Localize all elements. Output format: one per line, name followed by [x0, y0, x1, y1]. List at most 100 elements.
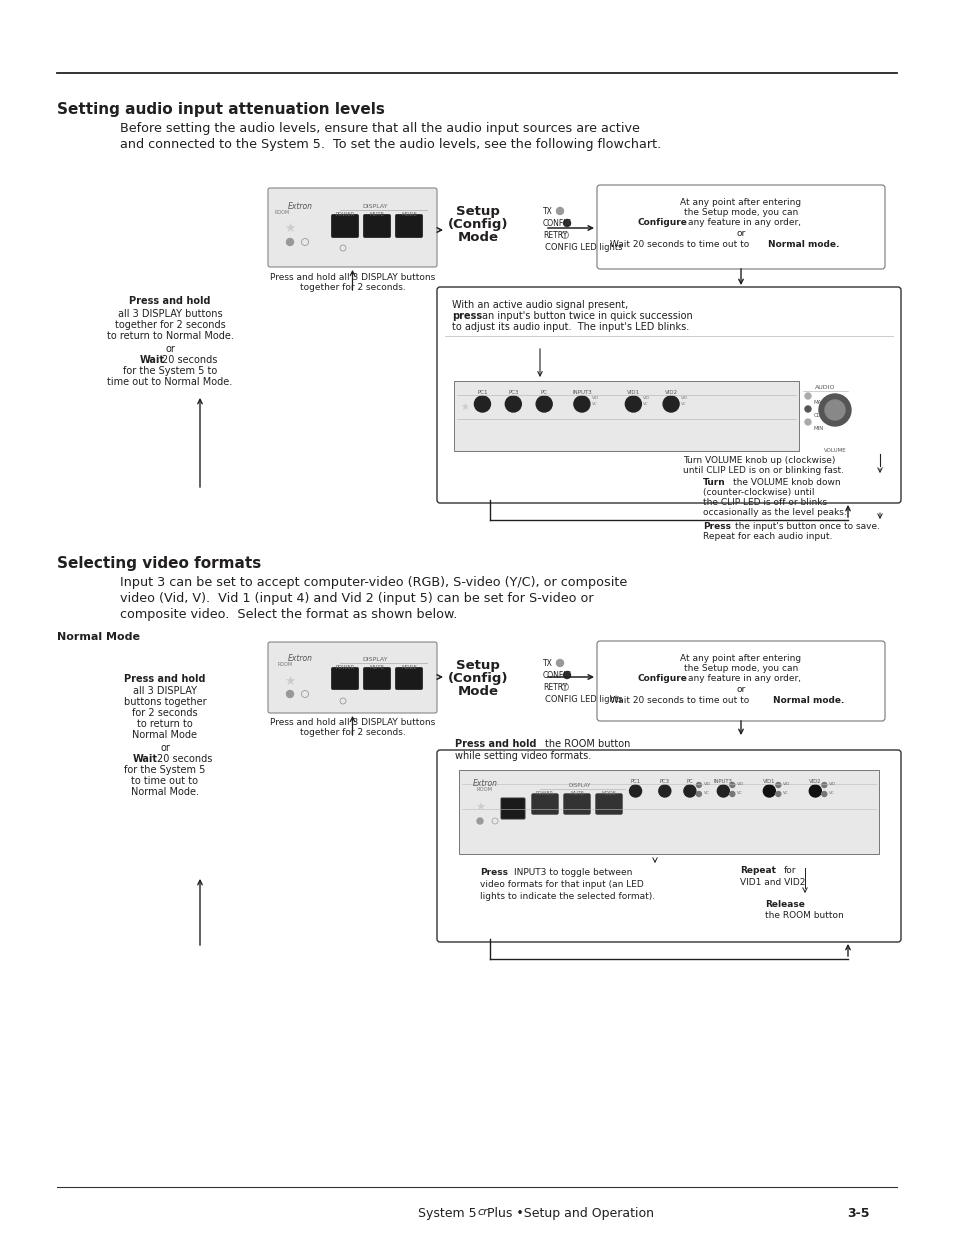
Circle shape: [729, 792, 734, 797]
Circle shape: [696, 792, 700, 797]
Text: PC: PC: [686, 779, 693, 784]
Circle shape: [683, 785, 695, 797]
Text: MUTE: MUTE: [369, 212, 384, 217]
Text: Extron: Extron: [287, 655, 313, 663]
Text: PC3: PC3: [659, 779, 669, 784]
Circle shape: [821, 783, 826, 788]
Text: Release: Release: [764, 900, 804, 909]
Circle shape: [629, 785, 640, 797]
Text: to return to: to return to: [137, 719, 193, 729]
Text: POWER: POWER: [536, 790, 554, 797]
Text: VC: VC: [737, 790, 742, 795]
Text: press: press: [452, 311, 481, 321]
FancyBboxPatch shape: [597, 185, 884, 269]
FancyBboxPatch shape: [395, 667, 422, 689]
Text: Press and hold all 3 DISPLAY buttons: Press and hold all 3 DISPLAY buttons: [270, 718, 435, 727]
Text: RETRY: RETRY: [542, 683, 567, 692]
Text: composite video.  Select the format as shown below.: composite video. Select the format as sh…: [120, 608, 456, 621]
Circle shape: [775, 783, 780, 788]
FancyBboxPatch shape: [597, 641, 884, 721]
Text: lights to indicate the selected format).: lights to indicate the selected format).: [479, 892, 655, 902]
FancyBboxPatch shape: [395, 215, 422, 237]
Text: VC: VC: [782, 790, 788, 795]
Text: With an active audio signal present,: With an active audio signal present,: [452, 300, 628, 310]
FancyBboxPatch shape: [596, 794, 621, 814]
Text: CONFIG: CONFIG: [542, 219, 572, 228]
Text: MUTE: MUTE: [369, 664, 384, 671]
Text: CONFIG LED lights: CONFIG LED lights: [544, 695, 622, 704]
Text: VID: VID: [737, 782, 743, 785]
Text: Extron: Extron: [287, 203, 313, 211]
Text: VID: VID: [703, 782, 710, 785]
Text: to return to Normal Mode.: to return to Normal Mode.: [107, 331, 233, 341]
Text: ★: ★: [460, 403, 469, 412]
FancyBboxPatch shape: [331, 667, 358, 689]
Text: 20 seconds: 20 seconds: [157, 755, 213, 764]
Circle shape: [536, 396, 552, 412]
Text: while setting video formats.: while setting video formats.: [455, 751, 591, 761]
Text: for the System 5 to: for the System 5 to: [123, 366, 217, 375]
Text: Before setting the audio levels, ensure that all the audio input sources are act: Before setting the audio levels, ensure …: [120, 122, 639, 135]
Text: VC: VC: [591, 403, 597, 406]
Text: Configure: Configure: [637, 674, 686, 683]
Circle shape: [505, 396, 520, 412]
Circle shape: [662, 396, 679, 412]
Text: ★: ★: [284, 221, 295, 235]
Text: and connected to the System 5.  To set the audio levels, see the following flowc: and connected to the System 5. To set th…: [120, 138, 660, 151]
Circle shape: [804, 406, 810, 412]
Text: (counter-clockwise) until: (counter-clockwise) until: [702, 488, 814, 496]
Circle shape: [821, 792, 826, 797]
Text: time out to Normal Mode.: time out to Normal Mode.: [108, 377, 233, 387]
Text: VID2: VID2: [808, 779, 821, 784]
Text: Wait 20 seconds to time out to: Wait 20 seconds to time out to: [609, 240, 751, 249]
Text: AUDIO: AUDIO: [814, 385, 835, 390]
Text: PC1: PC1: [476, 390, 487, 395]
Text: to adjust its audio input.  The input's LED blinks.: to adjust its audio input. The input's L…: [452, 322, 688, 332]
Circle shape: [474, 396, 490, 412]
Text: for 2 seconds: for 2 seconds: [132, 708, 197, 718]
Circle shape: [476, 818, 482, 824]
FancyBboxPatch shape: [458, 769, 878, 853]
Text: Turn: Turn: [702, 478, 725, 487]
Text: 3-5: 3-5: [846, 1207, 868, 1220]
Text: MAX: MAX: [813, 400, 825, 405]
Text: MODE: MODE: [601, 790, 616, 797]
Text: Mode: Mode: [457, 685, 498, 698]
Text: any feature in any order,: any feature in any order,: [688, 219, 801, 227]
Text: Normal Mode.: Normal Mode.: [131, 787, 199, 797]
Circle shape: [563, 220, 570, 226]
Circle shape: [804, 419, 810, 425]
Text: Repeat: Repeat: [740, 866, 775, 876]
Text: VC: VC: [642, 403, 648, 406]
Text: Plus •Setup and Operation: Plus •Setup and Operation: [482, 1207, 654, 1220]
Text: VID1: VID1: [762, 779, 775, 784]
Text: ROOM: ROOM: [277, 662, 293, 667]
Text: or: or: [736, 228, 745, 238]
Text: Configure: Configure: [637, 219, 686, 227]
Text: ROOM: ROOM: [476, 787, 493, 792]
Text: cr: cr: [476, 1207, 487, 1216]
Text: Press: Press: [702, 522, 730, 531]
FancyBboxPatch shape: [363, 667, 390, 689]
Text: until CLIP LED is on or blinking fast.: until CLIP LED is on or blinking fast.: [682, 466, 843, 475]
Circle shape: [804, 393, 810, 399]
Circle shape: [556, 659, 563, 667]
FancyBboxPatch shape: [363, 215, 390, 237]
Text: Normal Mode: Normal Mode: [132, 730, 197, 740]
Text: MIN: MIN: [813, 426, 823, 431]
Circle shape: [717, 785, 729, 797]
Text: (Config): (Config): [447, 672, 508, 685]
Text: VOLUME: VOLUME: [822, 448, 845, 453]
Text: Extron: Extron: [472, 779, 497, 788]
Text: together for 2 seconds.: together for 2 seconds.: [299, 283, 405, 291]
Text: the VOLUME knob down: the VOLUME knob down: [732, 478, 840, 487]
Text: VID: VID: [591, 396, 598, 400]
Text: for the System 5: for the System 5: [124, 764, 206, 776]
Text: Selecting video formats: Selecting video formats: [57, 556, 261, 571]
Circle shape: [574, 396, 589, 412]
Text: DISPLAY: DISPLAY: [568, 783, 591, 788]
Text: At any point after entering: At any point after entering: [679, 655, 801, 663]
Text: PC3: PC3: [508, 390, 518, 395]
Text: an input's button twice in quick succession: an input's button twice in quick success…: [481, 311, 692, 321]
Text: Press and hold all 3 DISPLAY buttons: Press and hold all 3 DISPLAY buttons: [270, 273, 435, 282]
